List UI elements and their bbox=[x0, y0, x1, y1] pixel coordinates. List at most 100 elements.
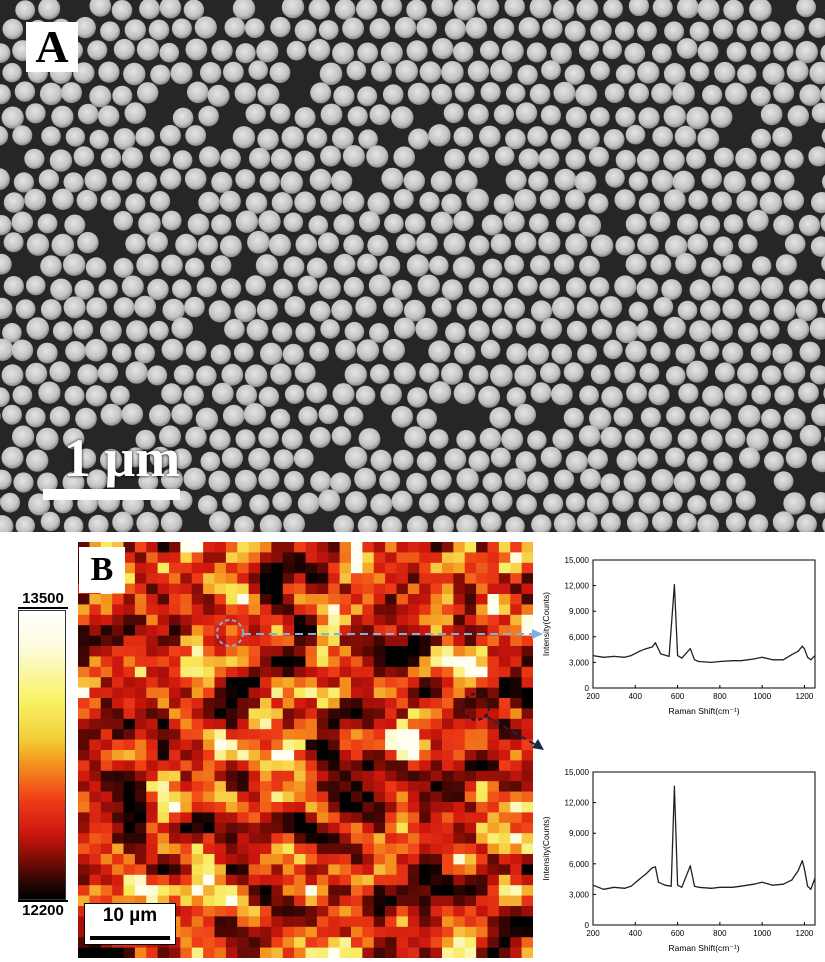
heatmap-cell bbox=[510, 604, 522, 616]
heatmap-cell bbox=[407, 708, 420, 720]
nanosphere bbox=[183, 385, 204, 406]
heatmap-cell bbox=[78, 812, 90, 824]
heatmap-cell bbox=[282, 781, 295, 792]
heatmap-cell bbox=[225, 573, 238, 584]
heatmap-cell bbox=[351, 926, 363, 938]
heatmap-cell bbox=[271, 802, 284, 813]
nanosphere bbox=[221, 278, 242, 299]
heatmap-cell bbox=[89, 750, 102, 761]
heatmap-cell bbox=[407, 916, 420, 928]
nanosphere bbox=[665, 447, 686, 468]
heatmap-cell bbox=[100, 885, 113, 896]
heatmap-cell bbox=[498, 781, 511, 792]
heatmap-cell bbox=[339, 937, 352, 948]
heatmap-cell bbox=[362, 573, 375, 584]
heatmap-cell bbox=[442, 843, 454, 855]
nanosphere bbox=[84, 338, 108, 362]
nanosphere bbox=[751, 171, 771, 191]
nanosphere bbox=[650, 254, 672, 276]
nanosphere bbox=[480, 511, 502, 532]
nanosphere bbox=[200, 61, 222, 84]
heatmap-cell bbox=[328, 625, 340, 636]
heatmap-cell bbox=[282, 812, 295, 824]
nanosphere bbox=[551, 343, 573, 365]
heatmap-cell bbox=[385, 646, 397, 657]
heatmap-cell bbox=[169, 947, 181, 958]
heatmap-cell bbox=[282, 552, 295, 564]
nanosphere bbox=[501, 428, 524, 451]
heatmap-cell bbox=[373, 656, 386, 668]
heatmap-cell bbox=[351, 656, 363, 668]
nanosphere bbox=[198, 191, 220, 214]
heatmap-cell bbox=[78, 854, 90, 865]
heatmap-cell bbox=[89, 885, 102, 896]
nanosphere bbox=[676, 512, 697, 532]
nanosphere bbox=[380, 383, 402, 406]
spectrum-point bbox=[630, 655, 632, 657]
heatmap-cell bbox=[237, 677, 249, 688]
heatmap-cell bbox=[78, 895, 90, 907]
heatmap-cell bbox=[248, 750, 261, 761]
heatmap-cell bbox=[260, 583, 272, 595]
heatmap-cell bbox=[442, 947, 454, 958]
heatmap-cell bbox=[305, 656, 318, 668]
heatmap-cell bbox=[521, 573, 533, 584]
heatmap-cell bbox=[328, 926, 340, 938]
nanosphere bbox=[615, 64, 636, 84]
nanosphere bbox=[614, 21, 635, 41]
heatmap-cell bbox=[498, 791, 511, 803]
heatmap-cell bbox=[180, 739, 193, 751]
heatmap-cell bbox=[203, 895, 215, 907]
nanosphere bbox=[578, 425, 601, 447]
heatmap-cell bbox=[191, 718, 204, 730]
heatmap-cell bbox=[442, 874, 454, 886]
nanosphere bbox=[591, 319, 613, 340]
spectrum-point bbox=[807, 885, 809, 887]
heatmap-cell bbox=[487, 604, 500, 616]
heatmap-cell bbox=[316, 864, 329, 876]
nanosphere bbox=[640, 407, 662, 428]
heatmap-cell bbox=[112, 843, 124, 855]
heatmap-cell bbox=[373, 895, 386, 907]
x-tick-label: 1000 bbox=[753, 692, 771, 701]
nanosphere bbox=[136, 171, 158, 193]
nanosphere bbox=[518, 148, 540, 170]
heatmap-cell bbox=[214, 791, 227, 803]
heatmap-cell bbox=[237, 822, 249, 834]
heatmap-cell bbox=[100, 594, 113, 605]
heatmap-cell bbox=[476, 729, 488, 740]
nanoparticle-field bbox=[0, 0, 825, 532]
heatmap-cell bbox=[476, 822, 488, 834]
heatmap-cell bbox=[453, 791, 466, 803]
nanosphere bbox=[515, 102, 538, 124]
heatmap-cell bbox=[362, 562, 375, 574]
heatmap-cell bbox=[464, 802, 477, 813]
nanosphere bbox=[222, 492, 242, 513]
nanosphere bbox=[184, 296, 205, 318]
nanosphere bbox=[149, 446, 172, 469]
nanosphere bbox=[663, 189, 686, 212]
heatmap-cell bbox=[225, 666, 238, 678]
nanosphere bbox=[38, 0, 61, 20]
heatmap-cell bbox=[123, 708, 136, 720]
spectrum-point bbox=[710, 887, 712, 889]
heatmap-cell bbox=[203, 594, 215, 605]
heatmap-cell bbox=[419, 916, 431, 928]
heatmap-cell bbox=[453, 635, 466, 647]
heatmap-cell bbox=[453, 822, 466, 834]
heatmap-cell bbox=[316, 760, 329, 772]
nanosphere bbox=[712, 19, 734, 40]
heatmap-cell bbox=[521, 843, 533, 855]
heatmap-cell bbox=[328, 916, 340, 928]
heatmap-cell bbox=[305, 698, 318, 709]
heatmap-cell bbox=[78, 739, 90, 751]
heatmap-cell bbox=[419, 583, 431, 595]
nanosphere bbox=[576, 297, 599, 319]
nanosphere bbox=[294, 191, 316, 213]
heatmap-cell bbox=[214, 677, 227, 688]
nanosphere bbox=[149, 146, 171, 167]
heatmap-cell bbox=[521, 760, 533, 772]
heatmap-cell bbox=[316, 906, 329, 917]
heatmap-cell bbox=[385, 604, 397, 616]
heatmap-cell bbox=[407, 656, 420, 668]
